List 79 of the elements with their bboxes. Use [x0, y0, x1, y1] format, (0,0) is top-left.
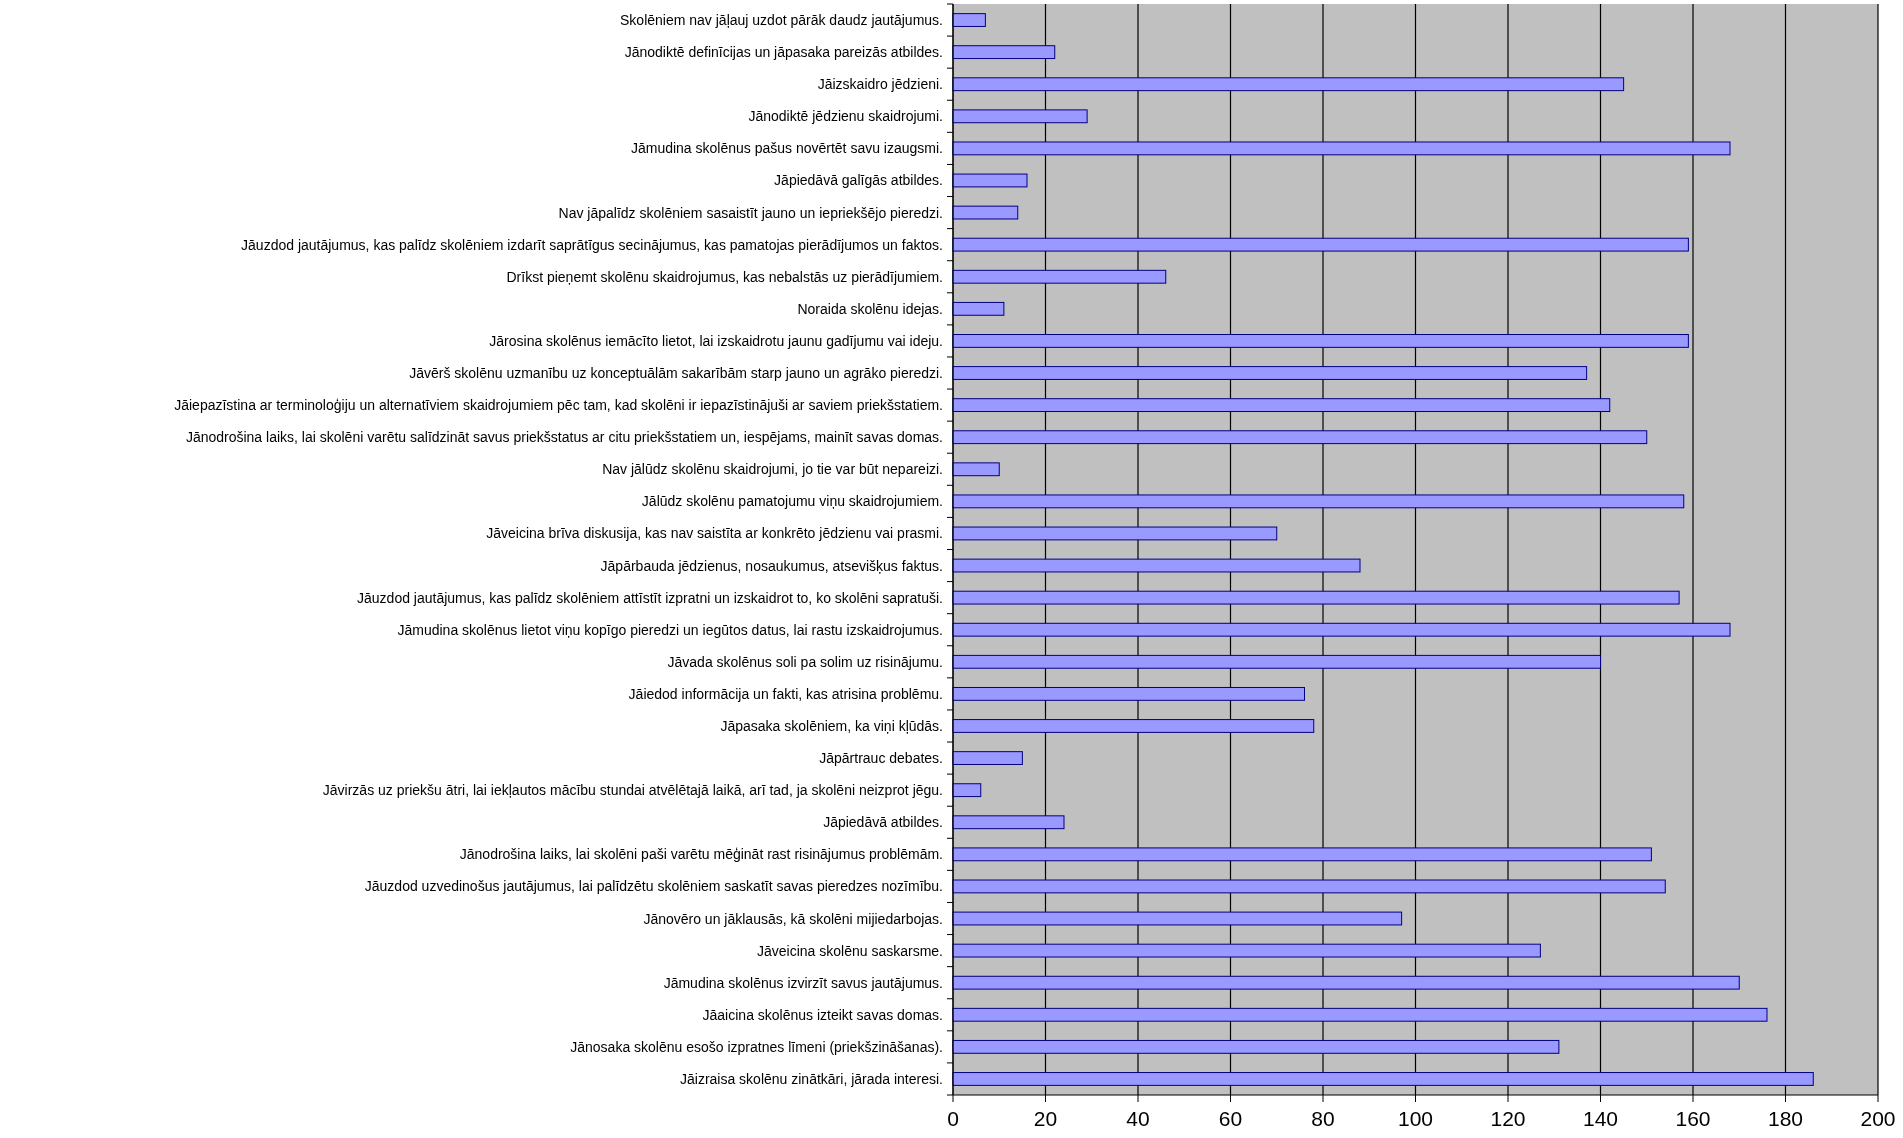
bar	[952, 237, 1689, 252]
bar	[952, 719, 1315, 733]
bar	[952, 654, 1601, 669]
y-tick-label: Jālūdz skolēnu pamatojumu viņu skaidrojumiem.	[641, 493, 943, 510]
y-tick-label: Nav jāpalīdz skolēniem sasaistīt jauno un iepriekšējo pieredzi.	[558, 204, 943, 221]
y-tick-label: Jāmudina skolēnus pašus novērtēt savu izaugsmi.	[630, 140, 943, 157]
x-tick-label: 160	[1675, 1107, 1711, 1130]
x-tick-label: 140	[1582, 1107, 1619, 1130]
x-tick-label: 180	[1767, 1107, 1804, 1130]
bar	[952, 398, 1611, 413]
y-tick-label: Jānosaka skolēnu esošo izpratnes līmeni (priekšzināšanas).	[570, 1038, 943, 1055]
y-tick-label: Drīkst pieņemt skolēnu skaidrojumus, kas nebalstās uz pierādījumiem.	[506, 268, 943, 285]
y-tick-label: Skolēniem nav jāļauj uzdot pārāk daudz jautājumus.	[620, 12, 943, 29]
x-tick-label: 40	[1126, 1107, 1150, 1130]
bar	[952, 815, 1065, 830]
bar	[952, 269, 1167, 284]
bar	[952, 526, 1278, 541]
y-tick-label: Jānodrošina laiks, lai skolēni varētu salīdzināt savus priekšstatus ar citu priekšstatiem un, iespējams, mainīt savas domas.	[185, 429, 943, 446]
y-tick-label: Jānodiktē definīcijas un jāpasaka pareizās atbildes.	[624, 44, 943, 61]
bar	[952, 558, 1361, 573]
bar	[952, 462, 1000, 477]
bar	[952, 205, 1019, 220]
y-tick-label: Jāvada skolēnus soli pa solim uz risinājumu.	[667, 653, 943, 670]
bar	[952, 879, 1666, 894]
x-tick-label: 0	[947, 1107, 959, 1130]
y-tick-label: Jāpiedāvā atbildes.	[823, 814, 943, 831]
bar	[952, 430, 1648, 445]
x-tick-label: 60	[1218, 1107, 1243, 1130]
bar	[952, 77, 1625, 92]
bar	[952, 301, 1005, 316]
bar	[952, 1072, 1814, 1086]
bar	[952, 494, 1685, 509]
bar	[952, 911, 1403, 926]
bar	[952, 783, 982, 798]
y-tick-label: Jāpasaka skolēniem, ka viņi kļūdās.	[720, 717, 943, 734]
y-tick-label: Jāpārbauda jēdzienus, nosaukumus, atsevišķus faktus.	[600, 557, 943, 574]
x-tick-label: 100	[1397, 1107, 1434, 1130]
y-tick-label: Jāpārtrauc debates.	[819, 750, 943, 767]
bar	[952, 141, 1731, 156]
y-tick-label: Jānodrošina laiks, lai skolēni paši varētu mēģināt rast risinājumus problēmām.	[459, 846, 943, 863]
y-tick-label: Jāaicina skolēnus izteikt savas domas.	[702, 1006, 943, 1023]
y-tick-label: Jāvērš skolēnu uzmanību uz konceptuālām sakarībām starp jauno un agrāko pieredzi.	[409, 365, 943, 382]
y-tick-label: Jāveicina brīva diskusija, kas nav saistīta ar konkrēto jēdzienu vai prasmi.	[486, 525, 943, 542]
bar	[952, 173, 1028, 188]
bar	[952, 45, 1056, 60]
bar	[952, 13, 986, 27]
y-tick-label: Noraida skolēnu idejas.	[797, 300, 943, 317]
x-tick-label: 80	[1311, 1107, 1335, 1130]
y-tick-label: Jānodiktē jēdzienu skaidrojumi.	[748, 108, 943, 125]
y-tick-label: Jānovēro un jāklausās, kā skolēni mijiedarbojas.	[643, 910, 943, 927]
y-tick-label: Jāizraisa skolēnu zinātkāri, jārada interesi.	[679, 1070, 943, 1087]
y-tick-label: Jārosina skolēnus iemācīto lietot, lai izskaidrotu jaunu gadījumu vai ideju.	[489, 332, 943, 349]
y-tick-label: Jāizskaidro jēdzieni.	[817, 76, 943, 93]
bar	[952, 366, 1588, 380]
bar	[952, 590, 1680, 605]
y-tick-label: Jāmudina skolēnus izvirzīt savus jautājumus.	[663, 974, 943, 991]
bar	[952, 686, 1305, 701]
y-tick-label: Jāiedod informācija un fakti, kas atrisina problēmu.	[628, 685, 943, 702]
x-tick-label: 20	[1033, 1107, 1058, 1130]
bar	[952, 334, 1689, 348]
bar	[952, 943, 1541, 958]
y-tick-label: Jāuzdod jautājumus, kas palīdz skolēniem attīstīt izpratni un izskaidrot to, ko skolēni sapratuši.	[357, 589, 943, 606]
x-tick-label: 120	[1490, 1107, 1526, 1130]
y-tick-label: Jāvirzās uz priekšu ātri, lai iekļautos mācību stundai atvēlētajā laikā, arī tad, ja skolēni neizprot jēgu.	[322, 782, 943, 799]
y-tick-label: Jāveicina skolēnu saskarsme.	[757, 942, 943, 959]
y-tick-label: Jāpiedāvā galīgās atbildes.	[774, 172, 943, 189]
y-tick-label: Jāiepazīstina ar terminoloģiju un alternatīviem skaidrojumiem pēc tam, kad skolēni ir iepazīstinājuši ar saviem priekšstatiem.	[174, 397, 943, 414]
y-tick-label: Nav jālūdz skolēnu skaidrojumi, jo tie var būt nepareizi.	[602, 461, 943, 478]
bar	[952, 1039, 1560, 1054]
x-tick-label: 200	[1860, 1107, 1896, 1130]
bar	[952, 751, 1023, 765]
y-tick-label: Jāmudina skolēnus lietot viņu kopīgo pieredzi un iegūtos datus, lai rastu izskaidrojumus.	[397, 621, 943, 638]
bar	[952, 109, 1088, 124]
bar	[952, 975, 1740, 990]
y-tick-label: Jāuzdod uzvedinošus jautājumus, lai palīdzētu skolēniem saskatīt savas pieredzes nozīmību.	[364, 878, 943, 895]
bar	[952, 1007, 1768, 1022]
y-tick-label: Jāuzdod jautājumus, kas palīdz skolēniem izdarīt saprātīgus secinājumus, kas pamatojas pierādījumos un faktos.	[241, 236, 943, 253]
bar	[952, 622, 1731, 637]
bar	[952, 847, 1652, 862]
